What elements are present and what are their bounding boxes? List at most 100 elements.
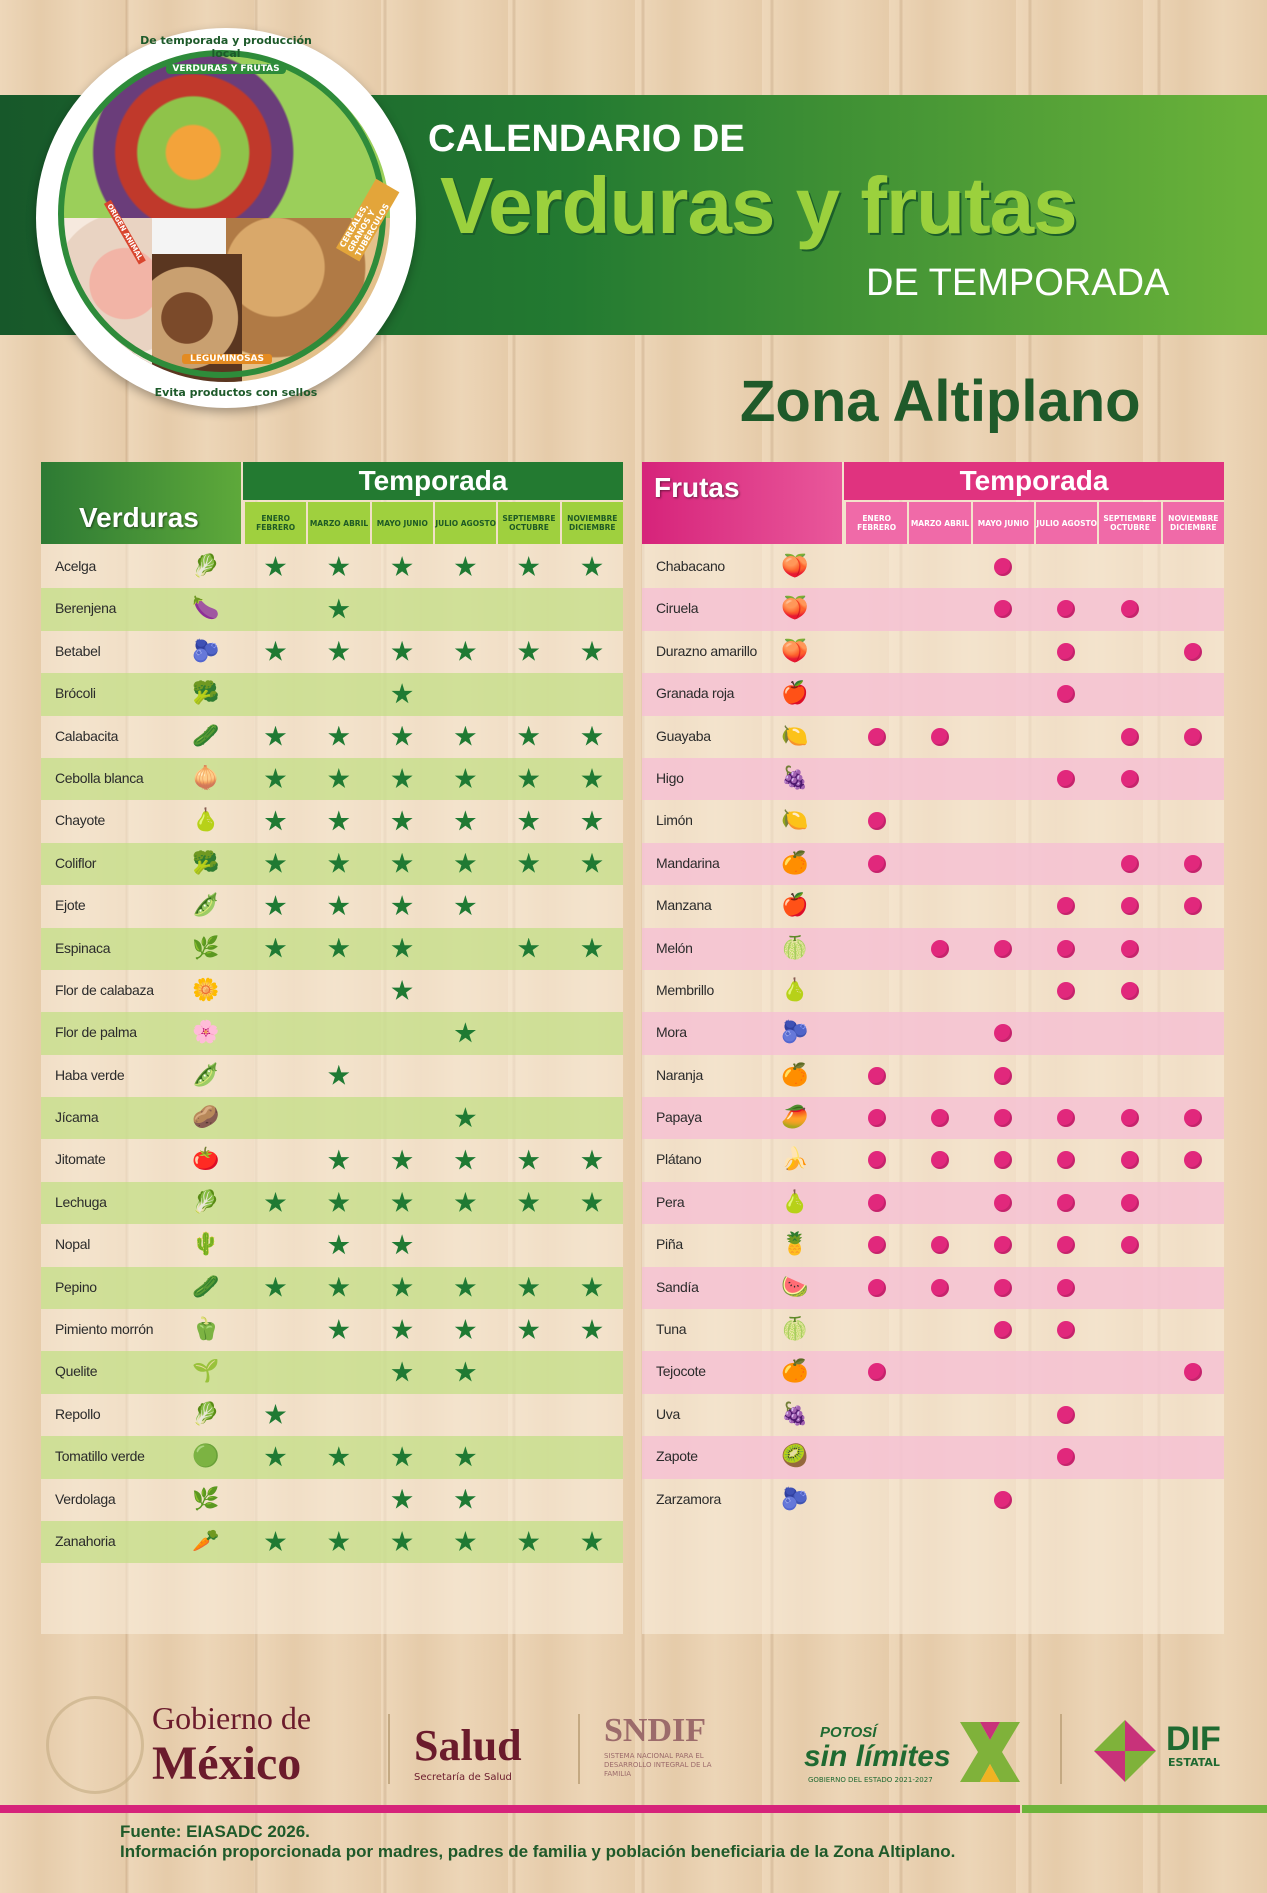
star-icon — [264, 1446, 287, 1467]
verdura-icon: 🍅 — [192, 1147, 220, 1173]
frutas-month-headers: ENERO FEBRERO MARZO ABRIL MAYO JUNIO JUL… — [844, 502, 1224, 544]
verdura-season-cell — [371, 928, 434, 970]
fruta-icon: 🍑 — [781, 596, 809, 622]
verdura-name: Betabel — [55, 642, 101, 659]
fruta-row: Pera 🍐 — [642, 1181, 1224, 1225]
verdura-season-cell — [561, 758, 624, 800]
verdura-icon: 🥬 — [192, 1401, 220, 1427]
verdura-season-cell — [561, 1267, 624, 1309]
fruta-season-cell — [1035, 631, 1098, 673]
star-icon — [581, 937, 603, 958]
star-icon — [391, 1488, 413, 1509]
verdura-name: Espinaca — [55, 939, 111, 956]
verdura-season-cell — [497, 631, 560, 673]
verdura-season-cell — [371, 1182, 434, 1224]
dot-icon — [1057, 769, 1076, 788]
star-icon — [328, 1276, 350, 1297]
fruta-row: Ciruela 🍑 — [642, 588, 1224, 631]
fruta-name: Tejocote — [656, 1363, 706, 1380]
verduras-rows: Acelga 🥬 Berenjena 🍆 Betabel 🫐 Brócoli 🥦 Calabac… — [41, 546, 624, 1564]
verdura-row: Acelga 🥬 — [41, 546, 623, 588]
fruta-season-cell — [1098, 928, 1161, 970]
fruta-season-cell — [845, 1139, 908, 1181]
fruta-season-cell — [1035, 1267, 1098, 1309]
fruta-row: Zapote 🥝 — [642, 1436, 1224, 1479]
verdura-row: Jitomate 🍅 — [41, 1139, 623, 1181]
dot-icon — [1120, 1193, 1139, 1212]
dot-icon — [1057, 1151, 1076, 1170]
fruta-season-cell — [972, 1097, 1035, 1139]
dif-subtitle: ESTATAL — [1168, 1756, 1220, 1769]
fruta-icon: 🍐 — [781, 1189, 809, 1215]
star-icon — [391, 979, 413, 1000]
footer-stripe-green — [1022, 1805, 1267, 1813]
star-icon — [581, 725, 603, 746]
month-header: MAYO JUNIO — [371, 502, 433, 544]
star-icon — [264, 895, 287, 916]
fruta-row: Plátano 🍌 — [642, 1139, 1224, 1181]
fruta-name: Melón — [656, 939, 693, 956]
fruta-season-cell — [1098, 970, 1161, 1012]
verdura-season-cell — [371, 1436, 434, 1478]
dot-icon — [1057, 1109, 1076, 1128]
dot-icon — [867, 1236, 886, 1255]
dot-icon — [1057, 1193, 1076, 1212]
star-icon — [328, 937, 350, 958]
fruta-icon: 🥭 — [781, 1105, 809, 1131]
dot-icon — [1057, 1278, 1076, 1297]
verdura-season-cell — [497, 1521, 560, 1563]
dot-icon — [1057, 1321, 1076, 1340]
verdura-season-cell — [371, 1479, 434, 1521]
verdura-season-cell — [497, 1309, 560, 1351]
fruta-season-cell — [908, 1097, 971, 1139]
fruta-season-cell — [972, 1139, 1035, 1181]
verdura-season-cell — [561, 631, 624, 673]
fruta-season-cell — [845, 1224, 908, 1266]
verdura-season-cell — [244, 758, 307, 800]
dot-icon — [867, 1193, 886, 1212]
fruta-season-cell — [1162, 1139, 1225, 1181]
fruta-season-cell — [845, 1055, 908, 1097]
fruta-name: Naranja — [656, 1066, 703, 1083]
star-icon — [391, 1319, 413, 1340]
verdura-name: Lechuga — [55, 1193, 107, 1210]
star-icon — [391, 767, 413, 788]
star-icon — [518, 556, 540, 577]
verdura-season-cell — [307, 1224, 370, 1266]
star-icon — [391, 810, 413, 831]
fruta-season-cell — [908, 716, 971, 758]
verdura-season-cell — [561, 546, 624, 588]
verdura-name: Jícama — [55, 1109, 99, 1126]
verdura-row: Flor de palma 🌸 — [41, 1012, 623, 1055]
star-icon — [581, 1530, 603, 1552]
star-icon — [328, 725, 350, 746]
fruta-season-cell — [1035, 1097, 1098, 1139]
fruta-season-cell — [1035, 885, 1098, 927]
verdura-name: Flor de palma — [55, 1024, 137, 1041]
verdura-season-cell — [434, 1436, 497, 1478]
verdura-season-cell — [244, 1394, 307, 1436]
star-icon — [518, 1149, 540, 1170]
month-header: ENERO FEBRERO — [245, 502, 307, 544]
dot-icon — [1120, 854, 1139, 873]
fruta-season-cell — [972, 1182, 1035, 1224]
fruta-icon: 🍋 — [781, 808, 809, 834]
dot-icon — [1057, 1448, 1076, 1467]
verdura-season-cell — [244, 1436, 307, 1478]
fruta-icon: 🍋 — [781, 723, 809, 749]
verdura-row: Betabel 🫐 — [41, 631, 623, 673]
plate-graphic: De temporada y producción local VERDURAS… — [36, 28, 416, 408]
fruta-season-cell — [1035, 1309, 1098, 1351]
dot-icon — [1120, 939, 1139, 958]
fruta-season-cell — [1098, 885, 1161, 927]
fruta-row: Guayaba 🍋 — [642, 716, 1224, 758]
verdura-icon: 🫛 — [192, 1062, 220, 1088]
verdura-season-cell — [371, 758, 434, 800]
star-icon — [264, 767, 287, 788]
star-icon — [581, 852, 603, 873]
fruta-season-cell — [1098, 716, 1161, 758]
dot-icon — [1184, 1109, 1202, 1128]
verdura-season-cell — [497, 1182, 560, 1224]
fruta-name: Chabacano — [656, 558, 725, 574]
star-icon — [264, 852, 287, 873]
